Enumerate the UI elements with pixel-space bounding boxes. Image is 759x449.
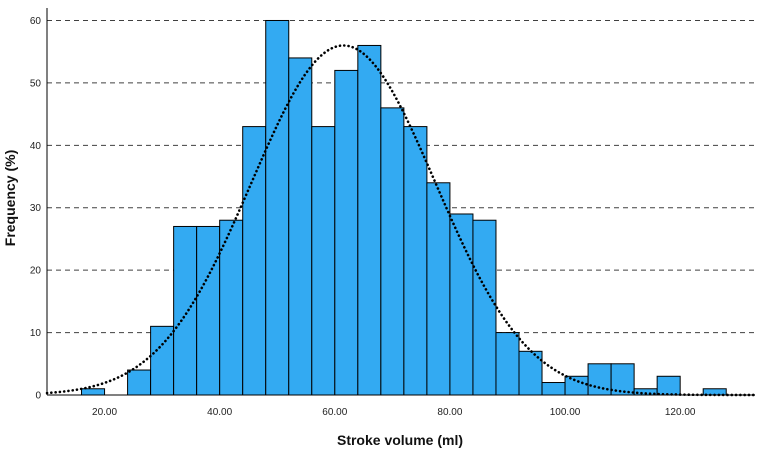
x-tick-label: 120.00 xyxy=(665,407,696,418)
histogram-bar xyxy=(127,369,152,396)
normal-curve-line xyxy=(45,44,757,397)
histogram-bar xyxy=(380,107,405,396)
histogram-bar xyxy=(449,213,474,396)
histogram-bar xyxy=(564,375,589,396)
histogram-bar xyxy=(357,44,382,396)
y-tick-label: 60 xyxy=(30,16,42,27)
histogram-bar xyxy=(196,225,221,396)
histogram-bar xyxy=(472,219,497,396)
y-tick-label: 50 xyxy=(30,78,42,89)
histogram-bar xyxy=(265,19,290,396)
y-tick-label: 20 xyxy=(30,266,42,277)
x-axis-title: Stroke volume (ml) xyxy=(337,432,463,448)
histogram-bar xyxy=(426,182,451,396)
y-axis-title: Frequency (%) xyxy=(2,150,18,246)
x-tick-label: 20.00 xyxy=(92,407,117,418)
y-tick-label: 0 xyxy=(35,391,41,402)
x-tick-label: 60.00 xyxy=(322,407,347,418)
x-tick-label: 40.00 xyxy=(207,407,232,418)
x-tick-label: 80.00 xyxy=(437,407,462,418)
x-tick-label: 100.00 xyxy=(550,407,581,418)
normal-curve xyxy=(45,44,757,397)
histogram-bar xyxy=(403,126,428,396)
histogram-bar xyxy=(81,388,106,396)
histogram-bar xyxy=(495,332,520,396)
histogram-bar xyxy=(311,126,336,396)
y-tick-label: 40 xyxy=(30,141,42,152)
y-tick-labels: 0 10 20 30 40 50 60 xyxy=(30,16,42,402)
histogram-bar xyxy=(242,126,267,396)
histogram-bar xyxy=(334,69,359,396)
histogram-bar xyxy=(173,225,198,396)
histogram-bar xyxy=(150,325,175,396)
histogram-bar xyxy=(541,382,566,396)
y-tick-label: 30 xyxy=(30,203,42,214)
histogram-bar xyxy=(288,57,313,396)
x-tick-labels: 20.00 40.00 60.00 80.00 100.00 120.00 xyxy=(92,407,696,418)
y-tick-label: 10 xyxy=(30,328,42,339)
histogram-bar xyxy=(656,375,681,396)
bars xyxy=(81,19,727,396)
axes xyxy=(46,8,755,396)
